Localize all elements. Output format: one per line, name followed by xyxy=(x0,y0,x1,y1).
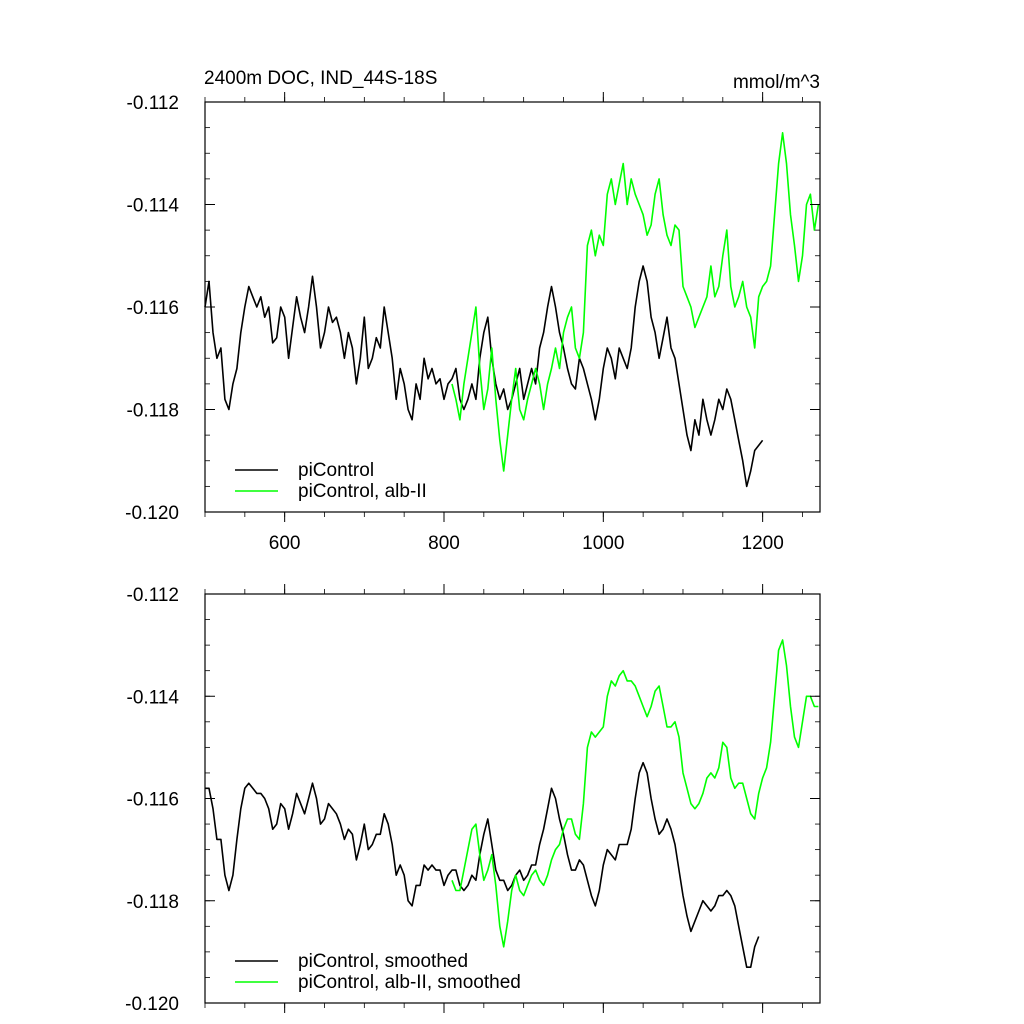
top-series-line-2 xyxy=(451,132,820,472)
bottom-legend-label-1: piControl, smoothed xyxy=(298,951,468,972)
bottom-axis-layer: -0.120 -0.118 -0.116 -0.114 -0.112 xyxy=(125,584,821,1015)
top-x-tick-label: 1000 xyxy=(582,533,624,554)
top-legend-label-1: piControl xyxy=(298,460,374,481)
bottom-panel: -0.120 -0.118 -0.116 -0.114 -0.112 piControl… xyxy=(125,584,821,1015)
units-label: mmol/m^3 xyxy=(733,72,820,93)
top-y-tick-label: -0.118 xyxy=(127,401,179,422)
top-legend-label-2: piControl, alb-II xyxy=(298,481,427,502)
top-axis-layer: -0.120 -0.118 -0.116 -0.114 -0.112 600 800 1000… xyxy=(125,92,821,554)
top-y-tick-label: -0.120 xyxy=(125,503,179,524)
top-y-tick-label: -0.116 xyxy=(127,298,179,319)
top-series-line-1 xyxy=(204,265,764,488)
top-y-tick-label: -0.114 xyxy=(127,196,180,217)
chart-title: 2400m DOC, IND_44S-18S xyxy=(204,68,437,89)
bottom-y-tick-label: -0.114 xyxy=(127,687,180,708)
bottom-series-line-1 xyxy=(205,761,760,969)
top-x-tick-label: 800 xyxy=(428,533,460,554)
top-x-tick-label: 600 xyxy=(269,533,301,554)
bottom-y-tick-label: -0.118 xyxy=(127,892,179,913)
bottom-y-tick-label: -0.112 xyxy=(127,585,179,606)
top-series-layer xyxy=(204,132,820,488)
top-plot-frame xyxy=(204,101,821,513)
bottom-y-tick-label: -0.120 xyxy=(125,994,179,1015)
bottom-series-layer xyxy=(205,639,819,969)
top-panel: -0.120 -0.118 -0.116 -0.114 -0.112 600 800 1000… xyxy=(125,92,821,554)
bottom-legend-label-2: piControl, alb-II, smoothed xyxy=(298,972,521,993)
bottom-y-tick-label: -0.116 xyxy=(127,790,179,811)
top-x-tick-label: 1200 xyxy=(742,533,784,554)
bottom-series-line-2 xyxy=(451,639,819,948)
top-y-tick-label: -0.112 xyxy=(127,93,179,114)
bottom-plot-frame xyxy=(204,593,821,1004)
